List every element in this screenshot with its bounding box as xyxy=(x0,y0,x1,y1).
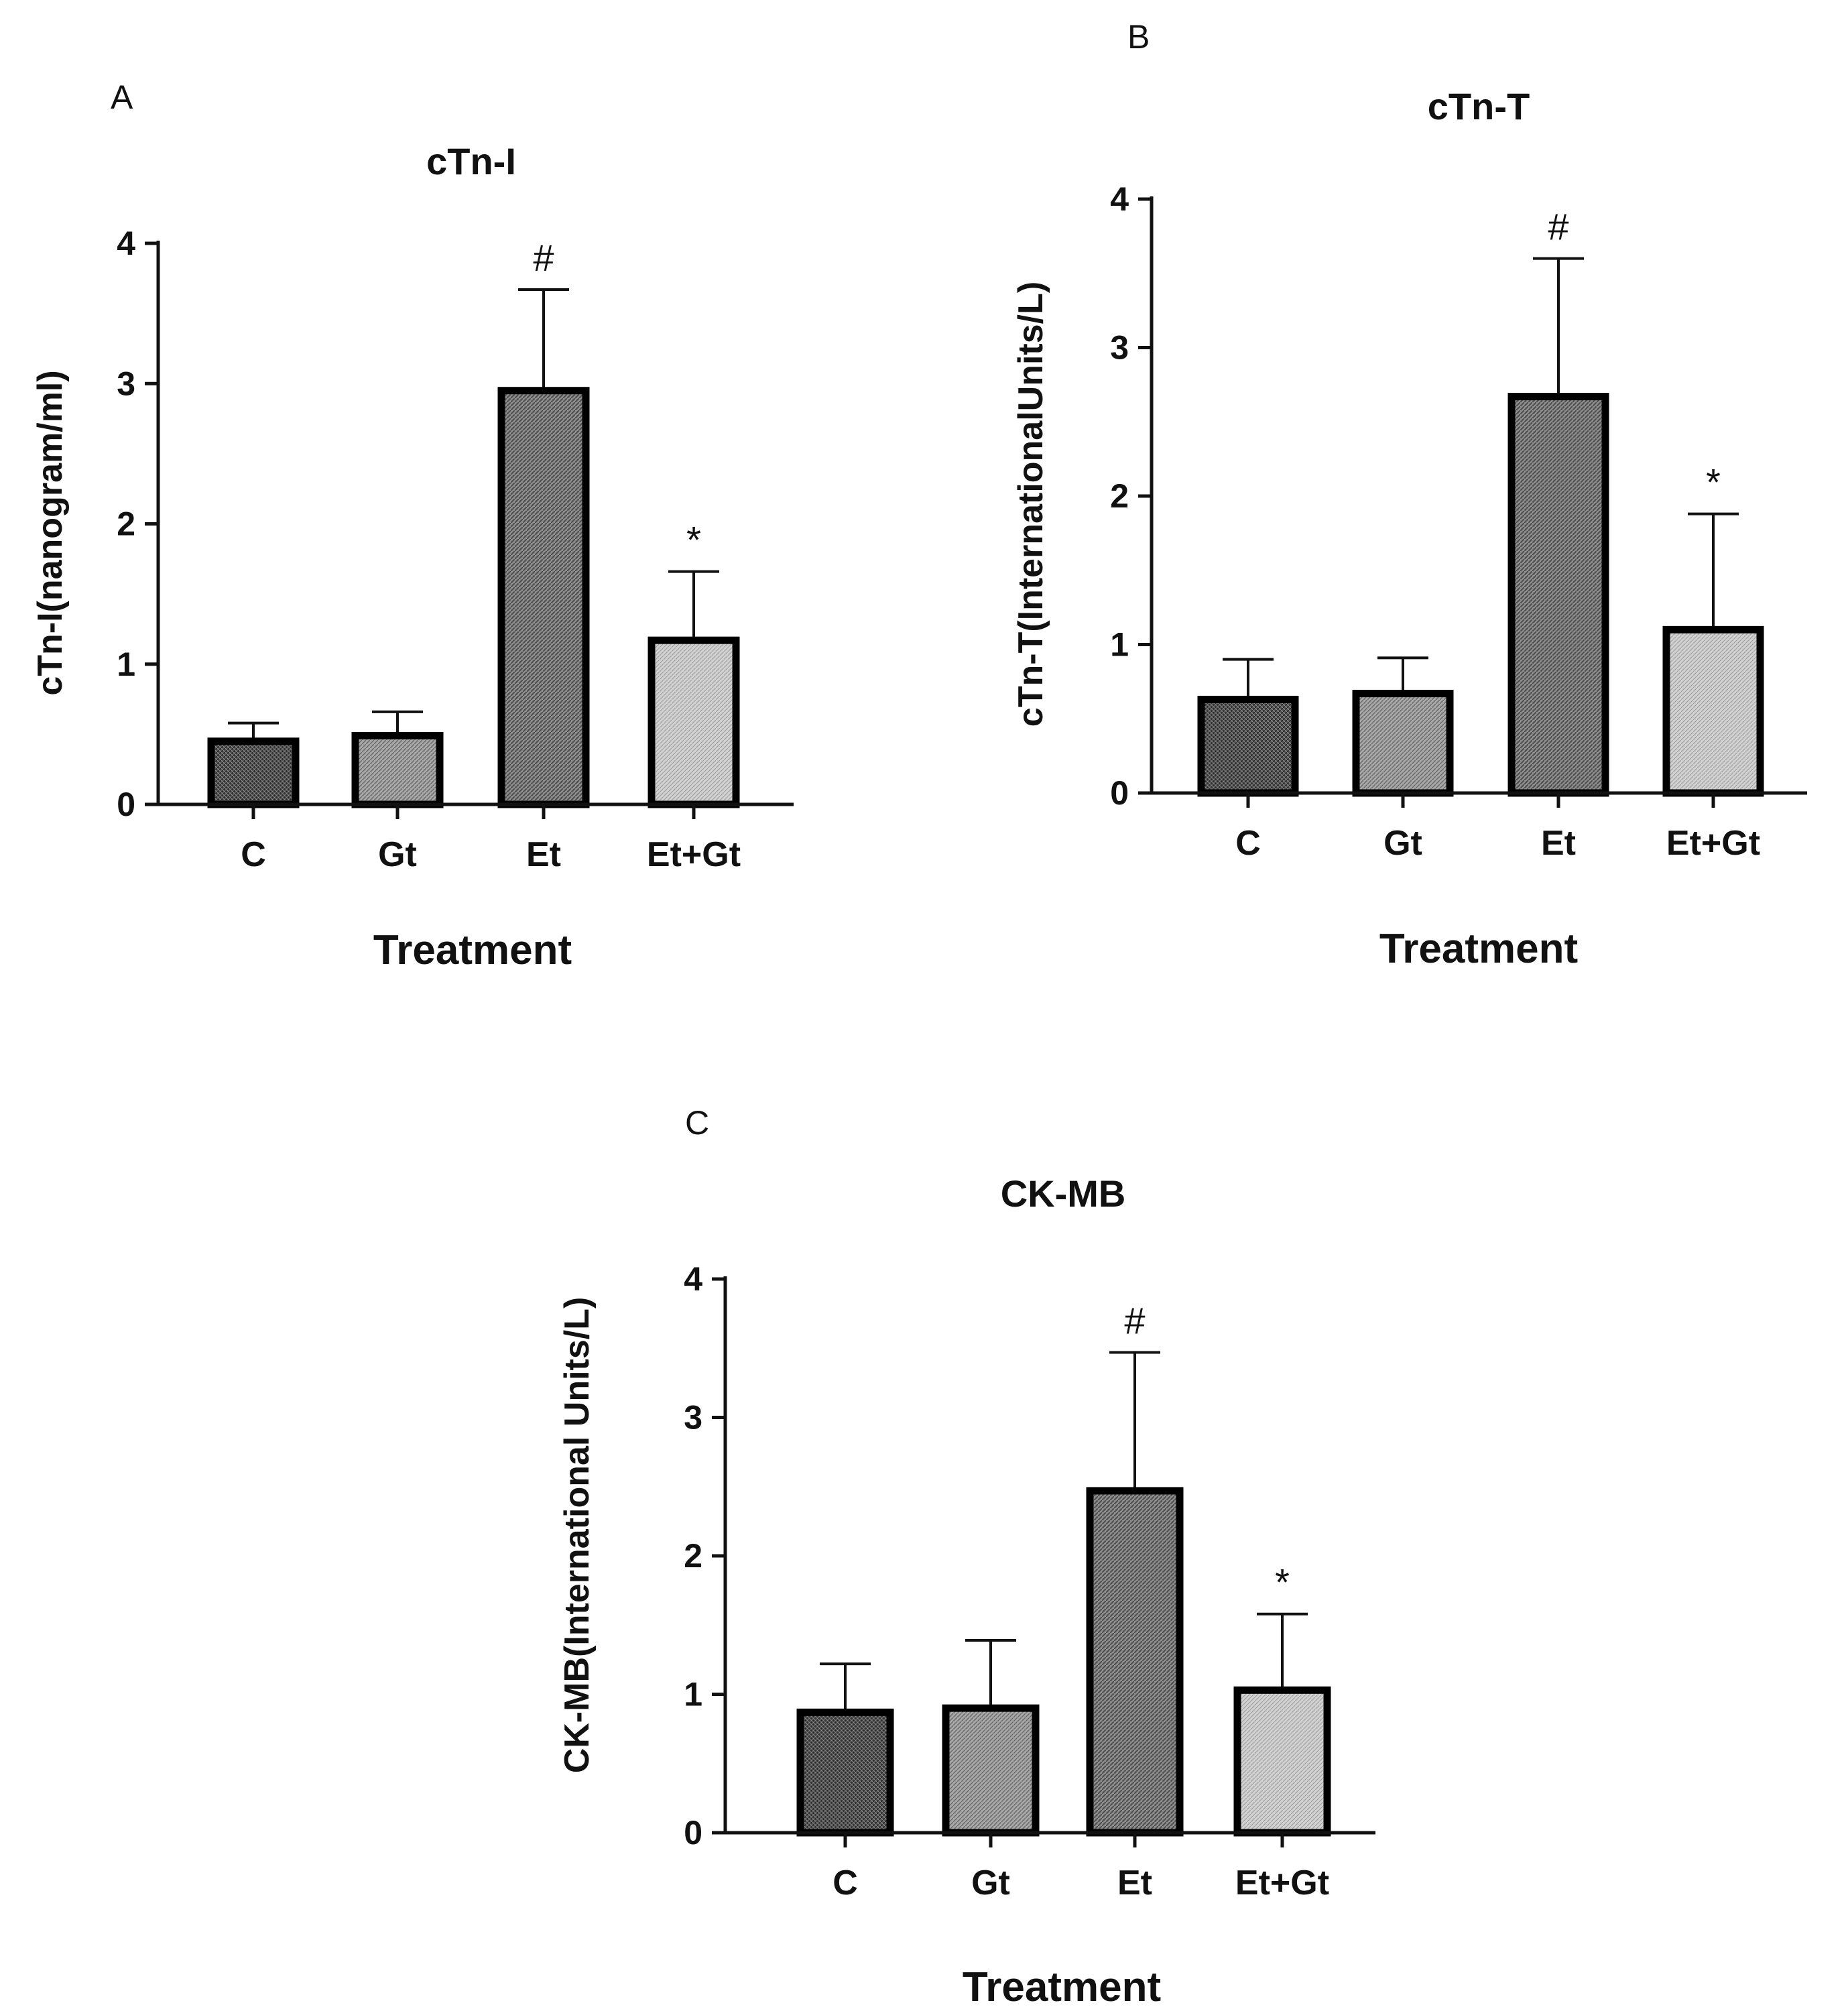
y-axis-label: cTn-T(InternationalUnits/L) xyxy=(1011,282,1050,727)
significance-mark: * xyxy=(686,519,701,561)
panel-b: B cTn-T cTn-T(InternationalUnits/L) Trea… xyxy=(1011,18,1807,972)
y-tick-label: 1 xyxy=(684,1676,702,1713)
bar-c xyxy=(796,1708,894,1837)
x-axis-label: Treatment xyxy=(963,1964,1161,2007)
x-axis-label: Treatment xyxy=(373,927,572,973)
y-axis-label: CK-MB(International Units/L) xyxy=(558,1297,597,1774)
bar-et xyxy=(497,387,590,808)
x-tick-label: Et+Gt xyxy=(1666,824,1760,863)
x-tick-label: Et+Gt xyxy=(647,835,741,874)
bar-et-gt xyxy=(1662,625,1764,797)
y-tick-label: 4 xyxy=(1110,180,1129,218)
significance-mark: # xyxy=(1548,206,1568,248)
bar-et-gt xyxy=(648,636,740,808)
panel-letter: A xyxy=(111,78,133,116)
bar-et xyxy=(1507,393,1609,797)
y-tick-label: 1 xyxy=(117,646,135,683)
bar-gt xyxy=(351,731,444,808)
y-tick-label: 4 xyxy=(117,225,135,262)
x-tick-label: Et+Gt xyxy=(1235,1864,1329,1902)
bar-c xyxy=(207,737,300,808)
y-tick-label: 0 xyxy=(684,1814,702,1851)
x-tick-label: Et xyxy=(1541,824,1576,863)
significance-mark: * xyxy=(1275,1561,1290,1603)
y-tick-label: 2 xyxy=(1110,477,1129,515)
y-tick-label: 0 xyxy=(1110,774,1129,812)
y-tick-label: 2 xyxy=(684,1537,702,1575)
x-tick-label: C xyxy=(1235,824,1261,863)
significance-mark: # xyxy=(533,237,554,279)
x-tick-label: Et xyxy=(1117,1864,1152,1902)
x-tick-label: Gt xyxy=(971,1864,1010,1902)
y-tick-label: 3 xyxy=(1110,329,1129,367)
panel-letter: B xyxy=(1127,18,1150,56)
chart-title: cTn-I xyxy=(426,140,516,182)
significance-mark: * xyxy=(1706,461,1721,503)
y-tick-label: 1 xyxy=(1110,626,1129,664)
x-axis-label: Treatment xyxy=(1379,926,1578,972)
plot-area: C Gt # Et * Et+Gt 0 1 2 3 4 xyxy=(1110,180,1807,863)
bar-gt xyxy=(942,1704,1040,1837)
x-tick-label: Gt xyxy=(378,835,417,874)
x-tick-label: Gt xyxy=(1383,824,1422,863)
bar-et xyxy=(1086,1487,1184,1837)
y-tick-label: 3 xyxy=(684,1399,702,1437)
y-axis-label: cTn-I(nanogram/ml) xyxy=(31,370,70,695)
y-tick-label: 3 xyxy=(117,365,135,402)
x-tick-label: C xyxy=(241,835,266,874)
panel-a: A cTn-I cTn-I(nanogram/ml) Treatment C Gt… xyxy=(31,78,794,973)
chart-title: CK-MB xyxy=(1001,1172,1126,1215)
x-tick-label: Et xyxy=(526,835,561,874)
y-tick-label: 0 xyxy=(117,786,135,823)
y-tick-label: 4 xyxy=(684,1260,702,1298)
bar-gt xyxy=(1352,690,1454,797)
y-tick-label: 2 xyxy=(117,505,135,543)
panel-letter: C xyxy=(685,1104,709,1142)
bar-c xyxy=(1197,695,1299,797)
chart-title: cTn-T xyxy=(1428,85,1530,127)
plot-area: C Gt # Et * Et+Gt 0 1 2 3 4 xyxy=(117,225,794,874)
significance-mark: # xyxy=(1124,1299,1145,1341)
x-tick-label: C xyxy=(833,1864,858,1902)
panel-c: C CK-MB CK-MB(International Units/L) Tre… xyxy=(558,1104,1375,2007)
bar-et-gt xyxy=(1233,1686,1331,1837)
plot-area: C Gt # Et * Et+Gt 0 1 2 3 4 xyxy=(684,1260,1375,1902)
